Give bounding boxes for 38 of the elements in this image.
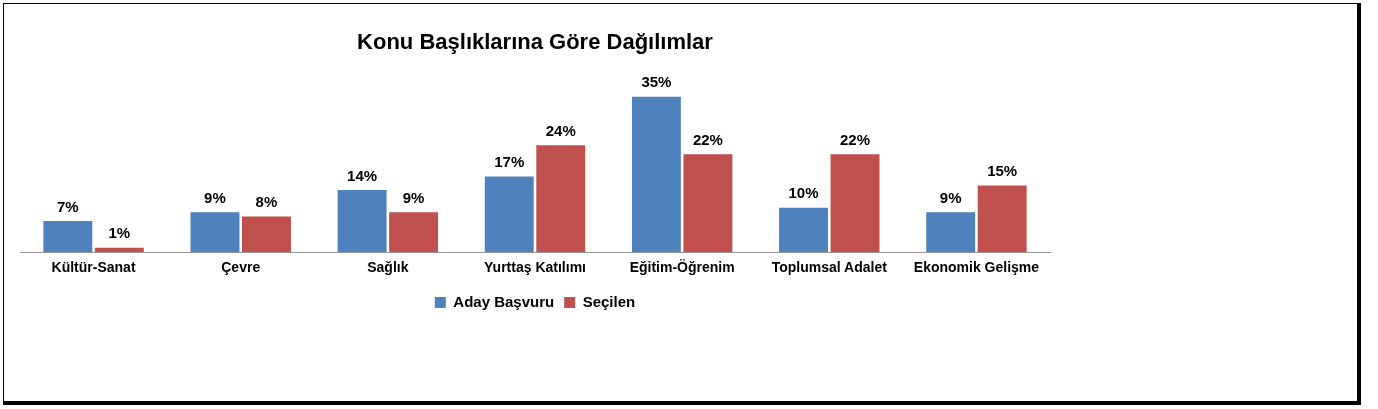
legend-label: Aday Başvuru — [453, 292, 555, 310]
bar — [830, 154, 880, 253]
x-tick-label: Ekonomik Gelişme — [913, 259, 1040, 276]
data-label: 17% — [494, 153, 525, 171]
x-tick-label: Kültür-Sanat — [51, 259, 136, 276]
x-tick-label: Eğitim-Öğrenim — [629, 259, 735, 276]
data-label: 24% — [545, 122, 576, 140]
data-label: 22% — [692, 130, 723, 148]
data-label: 15% — [987, 162, 1018, 180]
bar — [926, 212, 976, 253]
x-tick-label: Toplumsal Adalet — [771, 259, 888, 276]
x-tick-label: Çevre — [221, 259, 261, 276]
bar — [389, 212, 439, 253]
x-tick-label: Sağlık — [367, 259, 409, 276]
bar — [43, 221, 93, 253]
chart-title: Konu Başlıklarına Göre Dağılımlar — [357, 29, 714, 55]
data-label: 7% — [56, 197, 79, 215]
bar — [484, 176, 534, 253]
data-label: 35% — [641, 73, 672, 91]
data-label: 9% — [939, 188, 962, 206]
data-label: 8% — [255, 193, 278, 211]
data-label: 9% — [402, 188, 425, 206]
bar — [779, 207, 828, 253]
data-label: 9% — [204, 188, 226, 206]
bar — [631, 96, 681, 253]
bar — [337, 189, 387, 253]
data-label: 1% — [108, 224, 131, 242]
data-label: 22% — [840, 130, 871, 148]
bar — [977, 185, 1027, 253]
bar — [242, 216, 291, 253]
x-tick-label: Yurttaş Katılımı — [484, 259, 586, 276]
data-label: 14% — [347, 166, 378, 184]
bar — [536, 145, 586, 253]
data-label: 10% — [788, 184, 819, 202]
bar — [190, 212, 240, 253]
bar — [94, 247, 144, 253]
bar — [683, 154, 733, 253]
legend-label: Seçilen — [582, 292, 636, 310]
